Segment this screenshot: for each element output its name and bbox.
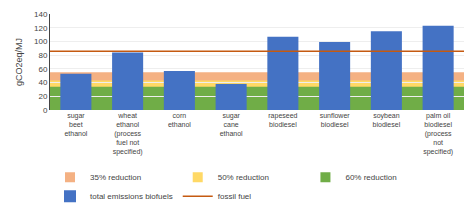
svg-text:120: 120 xyxy=(34,24,48,33)
svg-text:rapeseedbiodiesel: rapeseedbiodiesel xyxy=(268,112,297,128)
svg-text:60: 60 xyxy=(38,65,47,74)
svg-text:50% reduction: 50% reduction xyxy=(218,173,269,182)
svg-text:palm oilbiodiesel(processnotsp: palm oilbiodiesel(processnotspecified) xyxy=(423,112,453,156)
svg-text:sugarbeetethanol: sugarbeetethanol xyxy=(64,112,87,137)
svg-text:0: 0 xyxy=(43,106,48,115)
svg-text:40: 40 xyxy=(38,78,47,87)
svg-text:cornethanol: cornethanol xyxy=(168,112,191,128)
svg-text:sunflowerbiodiesel: sunflowerbiodiesel xyxy=(320,112,351,128)
svg-text:35% reduction: 35% reduction xyxy=(90,173,141,182)
svg-text:140: 140 xyxy=(34,10,48,19)
svg-text:60% reduction: 60% reduction xyxy=(345,173,396,182)
svg-text:fossil fuel: fossil fuel xyxy=(218,192,252,201)
svg-text:wheatethanol(processfuel notsp: wheatethanol(processfuel notspecified) xyxy=(113,112,143,156)
svg-text:100: 100 xyxy=(34,37,48,46)
svg-text:gCO2eq/MJ: gCO2eq/MJ xyxy=(14,38,24,86)
svg-text:soybeanbiodiesel: soybeanbiodiesel xyxy=(373,112,401,128)
svg-text:80: 80 xyxy=(38,51,47,60)
svg-text:total emissions biofuels: total emissions biofuels xyxy=(90,192,173,201)
svg-text:20: 20 xyxy=(38,92,47,101)
svg-text:sugarcaneethanol: sugarcaneethanol xyxy=(220,112,243,137)
